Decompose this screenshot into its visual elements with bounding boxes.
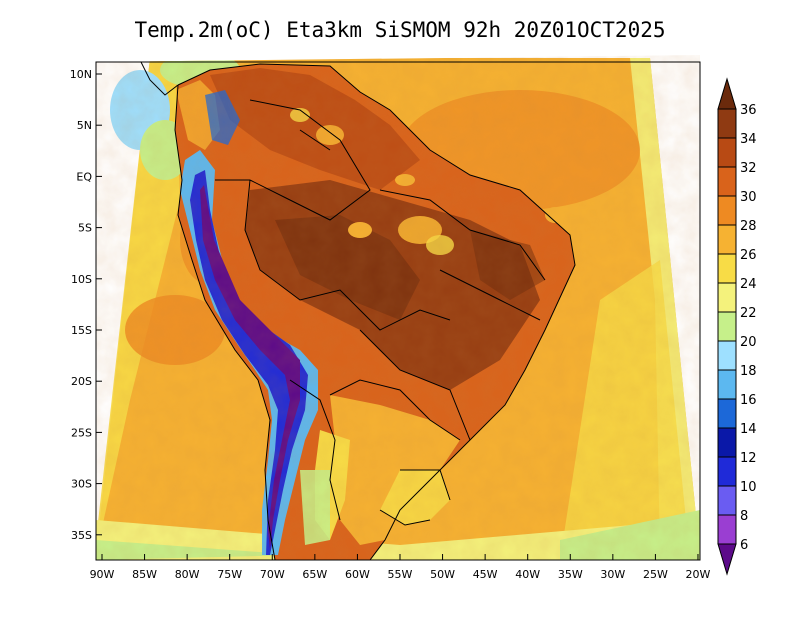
lon-tick-label: 80W (175, 568, 200, 581)
lat-tick-label: 25S (71, 426, 92, 439)
colorbar: 36 34 32 30 28 26 24 22 20 18 16 14 12 10 8 6 (717, 77, 757, 576)
colorbar-segment (717, 456, 737, 487)
colorbar-label: 14 (740, 422, 757, 437)
lon-tick-label: 30W (600, 568, 625, 581)
colorbar-label: 22 (740, 306, 757, 321)
lon-tick-label: 40W (515, 568, 540, 581)
colorbar-segment (717, 311, 737, 342)
lon-tick-label: 55W (388, 568, 413, 581)
lat-tick-label: 5S (78, 222, 92, 235)
colorbar-segment (717, 224, 737, 255)
colorbar-label: 20 (740, 335, 757, 350)
lat-tick-label: 5N (77, 119, 92, 132)
lat-tick-label: 30S (71, 478, 92, 491)
lon-tick-label: 50W (430, 568, 455, 581)
colorbar-label: 6 (740, 538, 748, 553)
lon-tick-label: 70W (260, 568, 285, 581)
lat-tick-label: 35S (71, 529, 92, 542)
colorbar-segment (717, 398, 737, 429)
colorbar-segment (717, 166, 737, 197)
lon-tick-label: 75W (217, 568, 242, 581)
lon-tick-label: 25W (643, 568, 668, 581)
colorbar-segment (717, 195, 737, 226)
map-title: Temp.2m(oC) Eta3km SiSMOM 92h 20Z01OCT20… (134, 18, 666, 42)
colorbar-segment (717, 485, 737, 516)
lon-tick-label: 60W (345, 568, 370, 581)
colorbar-top-arrow (717, 77, 737, 110)
lat-tick-label: 10N (70, 68, 92, 81)
colorbar-segment (717, 427, 737, 458)
colorbar-label: 18 (740, 364, 757, 379)
colorbar-segment (717, 282, 737, 313)
colorbar-segment (717, 340, 737, 371)
colorbar-label: 26 (740, 248, 757, 263)
lon-tick-label: 65W (302, 568, 327, 581)
lon-tick-label: 20W (686, 568, 711, 581)
latitude-axis: 10N 5N EQ 5S 10S 15S 20S 25S 30S 35S (70, 68, 102, 542)
political-borders (139, 59, 576, 560)
colorbar-label: 30 (740, 190, 757, 205)
colorbar-label: 16 (740, 393, 757, 408)
colorbar-label: 32 (740, 161, 757, 176)
colorbar-segment (717, 514, 737, 545)
lat-tick-label: 10S (71, 273, 92, 286)
lat-tick-label: EQ (76, 170, 92, 183)
longitude-axis: 90W 85W 80W 75W 70W 65W 60W 55W 50W 45W 40W 35W 30W 2… (90, 554, 711, 581)
lon-tick-label: 45W (473, 568, 498, 581)
lat-tick-label: 20S (71, 375, 92, 388)
temperature-field (96, 55, 700, 560)
lat-tick-label: 15S (71, 324, 92, 337)
colorbar-label: 36 (740, 103, 757, 118)
colorbar-label: 12 (740, 451, 757, 466)
lon-tick-label: 85W (132, 568, 157, 581)
colorbar-label: 28 (740, 219, 757, 234)
colorbar-label: 34 (740, 132, 757, 147)
colorbar-segment (717, 108, 737, 139)
colorbar-label: 8 (740, 509, 748, 524)
colorbar-bottom-arrow (717, 543, 737, 576)
colorbar-label: 10 (740, 480, 757, 495)
colorbar-segment (717, 253, 737, 284)
lon-tick-label: 90W (90, 568, 115, 581)
colorbar-segment (717, 137, 737, 168)
colorbar-segment (717, 369, 737, 400)
colorbar-label: 24 (740, 277, 757, 292)
lon-tick-label: 35W (558, 568, 583, 581)
